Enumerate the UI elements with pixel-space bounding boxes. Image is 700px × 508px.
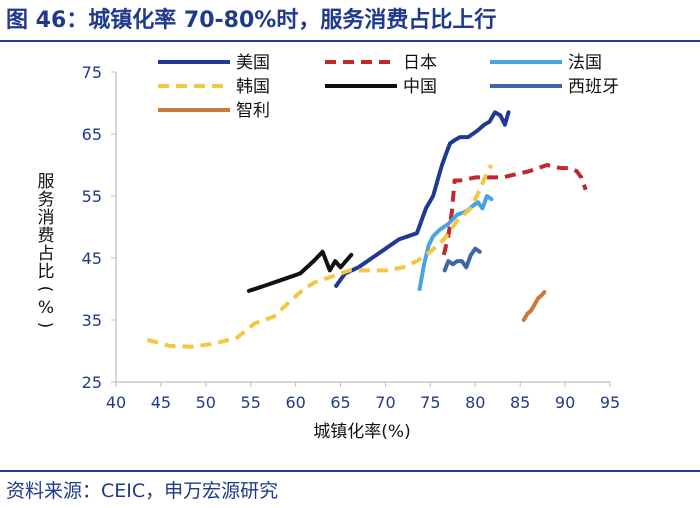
y-axis-label-char: 消 — [38, 208, 55, 228]
y-axis-label-char: 费 — [38, 226, 55, 246]
x-tick-label: 60 — [285, 393, 305, 412]
x-tick-label: 70 — [375, 393, 395, 412]
legend-label-5: 中国 — [403, 77, 437, 97]
y-axis-label: 服务消费占比 (%) — [35, 172, 55, 328]
legend-label-6: 西班牙 — [568, 77, 619, 97]
y-tick-label: 45 — [82, 249, 102, 268]
y-axis-label-char: ) — [35, 322, 55, 329]
series-line-7 — [521, 290, 547, 322]
chart-axes: 40 45 50 55 60 65 70 75 80 85 90 95 25 35 45 55 65 75 — [82, 63, 621, 412]
series-line-1 — [334, 110, 511, 288]
y-axis-label-char: 务 — [38, 190, 55, 210]
series-layer — [146, 110, 588, 349]
y-tick-label: 75 — [82, 63, 102, 82]
series-line-6 — [442, 246, 482, 273]
y-axis-label-char: 比 — [38, 262, 55, 282]
x-axis-label: 城镇化率(%) — [313, 422, 410, 442]
x-tick-label: 95 — [600, 393, 620, 412]
x-tick-label: 55 — [241, 393, 261, 412]
y-tick-label: 35 — [82, 311, 102, 330]
series-line-2 — [441, 163, 588, 256]
y-axis-label-char: 服 — [38, 172, 55, 192]
x-tick-label: 65 — [330, 393, 350, 412]
y-tick-label: 65 — [82, 125, 102, 144]
x-tick-label: 50 — [196, 393, 216, 412]
y-axis-label-char: 占 — [38, 244, 55, 264]
x-tick-label: 75 — [420, 393, 440, 412]
legend-label-1: 美国 — [236, 53, 270, 73]
x-tick-label: 90 — [555, 393, 575, 412]
legend-label-3: 法国 — [568, 53, 602, 73]
source-rule — [0, 470, 700, 472]
y-tick-label: 55 — [82, 187, 102, 206]
x-tick-label: 40 — [106, 393, 126, 412]
legend-label-4: 韩国 — [236, 77, 270, 97]
figure-title: 图 46：城镇化率 70-80%时，服务消费占比上行 — [6, 8, 497, 33]
legend-label-7: 智利 — [236, 101, 270, 121]
y-axis-label-char: ( — [35, 286, 55, 293]
x-tick-label: 80 — [465, 393, 485, 412]
x-tick-label: 85 — [510, 393, 530, 412]
line-chart: 40 45 50 55 60 65 70 75 80 85 90 95 25 35 45 55 65 75 美国 日… — [35, 53, 621, 442]
legend-label-2: 日本 — [403, 53, 437, 73]
y-axis-label-char: % — [38, 298, 54, 318]
source-note: 资料来源：CEIC，申万宏源研究 — [6, 480, 279, 502]
x-tick-label: 45 — [151, 393, 171, 412]
series-line-4 — [146, 164, 494, 349]
series-line-3 — [417, 194, 494, 291]
title-rule — [0, 40, 700, 42]
y-tick-label: 25 — [82, 373, 102, 392]
series-line-5 — [246, 249, 354, 293]
